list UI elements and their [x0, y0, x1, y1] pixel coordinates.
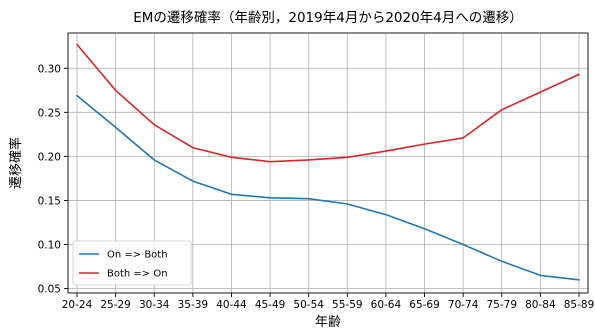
x-tick-label: 35-39 — [178, 299, 209, 311]
x-axis-label: 年齢 — [315, 315, 341, 330]
series-line-2 — [76, 43, 580, 163]
y-tick-label: 0.15 — [38, 195, 61, 207]
y-axis: 0.05 0.10 0.15 0.20 0.25 0.30 — [38, 63, 68, 296]
x-tick-label: 60-64 — [371, 299, 402, 311]
legend-label-1: On => Both — [107, 250, 168, 261]
legend-label-2: Both => On — [107, 269, 168, 280]
x-tick-label: 40-44 — [216, 299, 247, 311]
y-tick-label: 0.05 — [38, 284, 61, 296]
plot-frame — [67, 32, 589, 294]
x-tick-label: 70-74 — [448, 299, 479, 311]
series-lines — [76, 43, 580, 281]
series-line-1 — [76, 94, 580, 281]
y-axis-label: 遷移確率 — [8, 137, 24, 189]
x-tick-label: 85-89 — [564, 299, 595, 311]
y-tick-label: 0.30 — [38, 63, 61, 75]
x-tick-label: 75-79 — [487, 299, 518, 311]
y-tick-label: 0.25 — [38, 107, 61, 119]
x-tick-label: 20-24 — [62, 299, 93, 311]
legend: On => Both Both => On — [72, 240, 192, 286]
x-tick-label: 55-59 — [332, 299, 363, 311]
x-tick-label: 30-34 — [139, 299, 170, 311]
legend-box — [72, 240, 192, 286]
grid — [68, 33, 588, 293]
x-tick-label: 45-49 — [255, 299, 286, 311]
y-tick-label: 0.20 — [38, 151, 61, 163]
x-axis: 20-24 25-29 30-34 35-39 40-44 45-49 50-54 55-59… — [62, 293, 595, 311]
x-tick-label: 80-84 — [525, 299, 556, 311]
x-tick-label: 65-69 — [409, 299, 440, 311]
x-tick-label: 50-54 — [293, 299, 324, 311]
chart-title: EMの遷移確率（年齢別，2019年4月から2020年4月への遷移） — [133, 9, 523, 26]
y-tick-label: 0.10 — [38, 240, 61, 252]
x-tick-label: 25-29 — [100, 299, 131, 311]
